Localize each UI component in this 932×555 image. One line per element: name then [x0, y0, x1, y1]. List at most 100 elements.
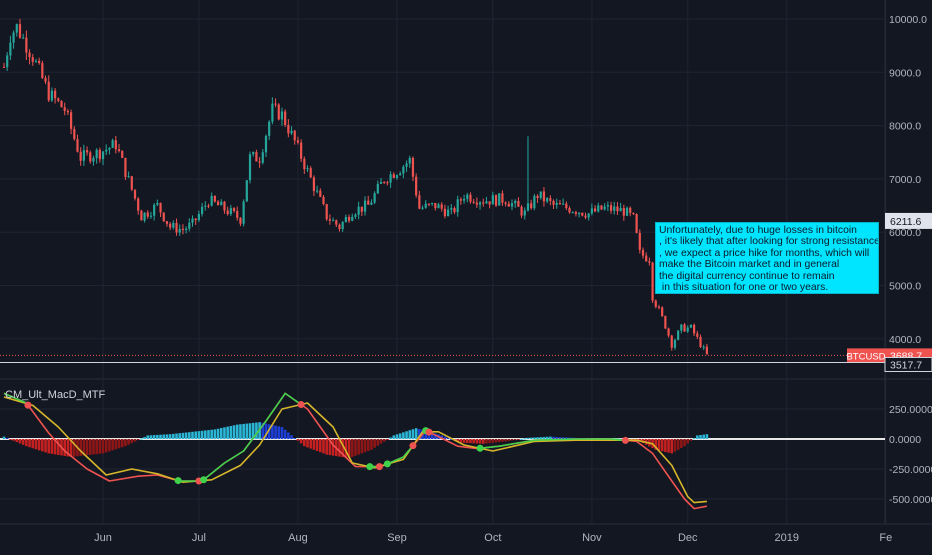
candle-body: [306, 168, 308, 169]
histogram-bar: [313, 439, 316, 450]
histogram-bar: [12, 439, 15, 441]
histogram-bar: [495, 439, 498, 442]
histogram-bar: [373, 439, 376, 448]
candle-body: [447, 210, 449, 217]
histogram-bar: [466, 439, 469, 443]
price-tick-label: 4000.0: [889, 334, 921, 346]
candle-body: [575, 212, 577, 214]
candle-body: [255, 152, 257, 161]
candle-body: [134, 190, 136, 199]
candle-body: [389, 174, 391, 182]
candle-body: [361, 207, 363, 212]
candle-body: [268, 122, 270, 136]
candle-body: [517, 201, 519, 207]
x-tick-label: Fe: [879, 532, 892, 544]
histogram-bar: [527, 438, 530, 439]
candle-body: [67, 111, 69, 112]
histogram-bar: [309, 439, 312, 449]
candle-body: [54, 91, 56, 99]
candle-body: [610, 205, 612, 211]
histogram-bar: [306, 439, 309, 447]
histogram-bar: [696, 435, 699, 439]
candle-body: [559, 203, 561, 204]
histogram-bar: [140, 438, 143, 439]
candle-body: [441, 204, 443, 208]
histogram-bar: [361, 439, 364, 453]
candle-body: [466, 195, 468, 199]
candle-body: [16, 24, 18, 33]
histogram-bar: [549, 437, 552, 439]
histogram-bar: [511, 439, 514, 440]
candle-body: [345, 217, 347, 222]
price-tick-label: 10000.0: [889, 14, 927, 26]
candle-body: [73, 129, 75, 139]
candle-body: [485, 201, 487, 203]
histogram-bar: [389, 437, 392, 439]
candle-body: [578, 213, 580, 214]
histogram-bar: [198, 431, 201, 439]
histogram-bar: [3, 437, 6, 439]
candle-body: [124, 158, 126, 177]
candle-body: [188, 223, 190, 229]
histogram-bar: [488, 439, 491, 443]
candle-body: [661, 307, 663, 316]
crossover-dot: [24, 402, 31, 409]
crossover-dot: [298, 401, 305, 408]
candle-body: [380, 182, 382, 184]
annotation-callout[interactable]: Unfortunately, due to huge losses in bit…: [655, 222, 879, 294]
histogram-bar: [514, 439, 517, 440]
candle-body: [86, 150, 88, 152]
histogram-bar: [255, 423, 258, 439]
histogram-bar: [392, 435, 395, 439]
candle-body: [156, 203, 158, 205]
candle-body: [108, 148, 110, 150]
candle-body: [252, 152, 254, 154]
candle-body: [437, 204, 439, 208]
candle-body: [572, 212, 574, 213]
histogram-bar: [332, 439, 335, 456]
candle-body: [421, 208, 423, 209]
candle-body: [246, 180, 248, 201]
candle-body: [137, 199, 139, 211]
candle-body: [112, 140, 114, 148]
histogram-bar: [300, 439, 303, 443]
histogram-bar: [108, 439, 111, 451]
candle-body: [364, 201, 366, 212]
candle-body: [370, 203, 372, 205]
histogram-bar: [281, 427, 284, 439]
candle-body: [259, 161, 261, 162]
candle-body: [25, 38, 27, 53]
candle-body: [297, 140, 299, 142]
histogram-bar: [325, 439, 328, 455]
candle-body: [348, 217, 350, 221]
price-tick-label: 8000.0: [889, 121, 921, 133]
histogram-bar: [677, 439, 680, 450]
candle-body: [687, 328, 689, 332]
histogram-bar: [501, 439, 504, 442]
candle-body: [230, 208, 232, 214]
macd-tick-label: 0.0000: [889, 434, 921, 446]
candle-body: [683, 324, 685, 331]
candle-body: [444, 209, 446, 216]
histogram-bar: [239, 424, 242, 439]
candle-body: [338, 225, 340, 229]
histogram-bar: [249, 423, 252, 439]
candle-body: [281, 112, 283, 120]
candle-body: [520, 207, 522, 216]
candle-body: [22, 38, 24, 39]
histogram-bar: [408, 430, 411, 439]
candle-body: [632, 213, 634, 214]
candle-body: [335, 220, 337, 224]
histogram-bar: [118, 439, 121, 448]
candle-body: [147, 213, 149, 217]
candle-body: [153, 205, 155, 216]
candle-body: [214, 196, 216, 202]
histogram-bar: [146, 435, 149, 439]
histogram-bar: [166, 434, 169, 439]
histogram-bar: [131, 439, 134, 443]
candle-body: [409, 158, 411, 164]
x-tick-label: Dec: [678, 532, 698, 544]
candle-body: [102, 151, 104, 159]
candle-body: [604, 207, 606, 210]
candle-body: [179, 229, 181, 233]
